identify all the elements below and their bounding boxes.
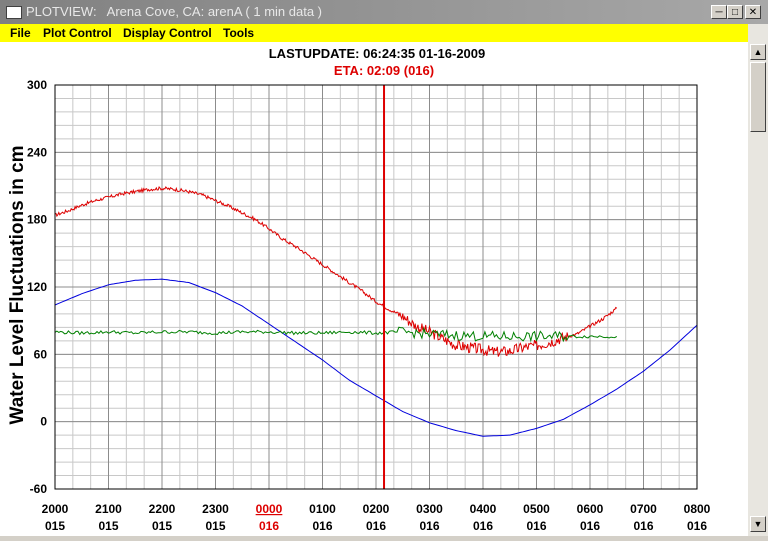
- x-tick-label-hour: 0600: [577, 502, 604, 516]
- minimize-button[interactable]: ─: [711, 5, 727, 19]
- last-update-label: LASTUPDATE: 06:24:35 01-16-2009: [269, 46, 486, 61]
- arrow-up-icon: ▲: [753, 47, 763, 57]
- x-tick-label-day: 015: [98, 519, 118, 533]
- x-tick-label-hour: 2000: [42, 502, 69, 516]
- y-tick-label: 0: [40, 415, 47, 429]
- menu-file[interactable]: File: [10, 26, 31, 40]
- x-tick-label-hour: 0200: [363, 502, 390, 516]
- predicted-series-line: [54, 278, 698, 437]
- x-tick-label-day: 016: [366, 519, 386, 533]
- x-tick-label-hour: 0100: [309, 502, 336, 516]
- x-tick-label-day: 015: [45, 519, 65, 533]
- x-tick-label-day: 016: [633, 519, 653, 533]
- y-tick-label: 300: [27, 78, 47, 92]
- x-tick-label-hour: 0300: [416, 502, 443, 516]
- menu-plot-control[interactable]: Plot Control: [43, 26, 112, 40]
- arrow-down-icon: ▼: [753, 519, 763, 529]
- y-tick-label: 120: [27, 280, 47, 294]
- scroll-down-button[interactable]: ▼: [750, 516, 766, 532]
- y-tick-label: -60: [30, 482, 48, 496]
- x-tick-label-hour: 2200: [149, 502, 176, 516]
- x-tick-label-day: 016: [526, 519, 546, 533]
- plot-area: LASTUPDATE: 06:24:35 01-16-2009 ETA: 02:…: [0, 42, 748, 536]
- x-tick-label-day: 015: [205, 519, 225, 533]
- window-title: PLOTVIEW: Arena Cove, CA: arenA ( 1 min …: [26, 4, 322, 19]
- x-tick-label-day: 015: [152, 519, 172, 533]
- x-tick-label-hour: 0500: [523, 502, 550, 516]
- grid: [54, 84, 698, 490]
- maximize-button[interactable]: □: [727, 5, 743, 19]
- x-tick-label-day: 016: [580, 519, 600, 533]
- x-tick-label-day: 016: [419, 519, 439, 533]
- y-tick-label: 240: [27, 145, 47, 159]
- scroll-thumb[interactable]: [750, 62, 766, 132]
- water-level-chart: LASTUPDATE: 06:24:35 01-16-2009 ETA: 02:…: [7, 46, 711, 533]
- plot-frame: [54, 84, 698, 490]
- observed-series-line: [54, 185, 618, 357]
- x-tick-label-day: 016: [312, 519, 332, 533]
- menu-tools[interactable]: Tools: [223, 26, 255, 40]
- residual-series-line: [54, 326, 618, 343]
- title-bar: PLOTVIEW: Arena Cove, CA: arenA ( 1 min …: [0, 0, 768, 24]
- y-axis-label: Water Level Fluctuations in cm: [7, 145, 28, 424]
- scroll-up-button[interactable]: ▲: [750, 44, 766, 60]
- x-tick-label-hour: 2100: [95, 502, 122, 516]
- series-group: [54, 185, 698, 437]
- x-tick-label-hour: 2300: [202, 502, 229, 516]
- x-tick-label-hour: 0800: [684, 502, 711, 516]
- close-icon: ✕: [748, 7, 758, 18]
- y-tick-label: 60: [34, 347, 48, 361]
- x-tick-label-hour: 0000: [256, 502, 283, 516]
- minimize-icon: ─: [715, 7, 723, 18]
- x-tick-label-hour: 0700: [630, 502, 657, 516]
- axes: 300 240 180 120 60 0 -60 2000 015 2100 015 2200 015 2…: [27, 78, 711, 533]
- menu-display-control[interactable]: Display Control: [123, 26, 212, 40]
- menu-bar: File Plot Control Display Control Tools: [0, 24, 748, 42]
- x-tick-label-day: 016: [259, 519, 279, 533]
- maximize-icon: □: [731, 7, 739, 18]
- x-tick-label-day: 016: [473, 519, 493, 533]
- x-tick-label-hour: 0400: [470, 502, 497, 516]
- close-button[interactable]: ✕: [745, 5, 761, 19]
- x-tick-label-day: 016: [687, 519, 707, 533]
- y-tick-label: 180: [27, 213, 47, 227]
- eta-label: ETA: 02:09 (016): [334, 63, 434, 78]
- vertical-scrollbar[interactable]: ▲ ▼: [748, 24, 768, 536]
- app-icon: [6, 6, 22, 19]
